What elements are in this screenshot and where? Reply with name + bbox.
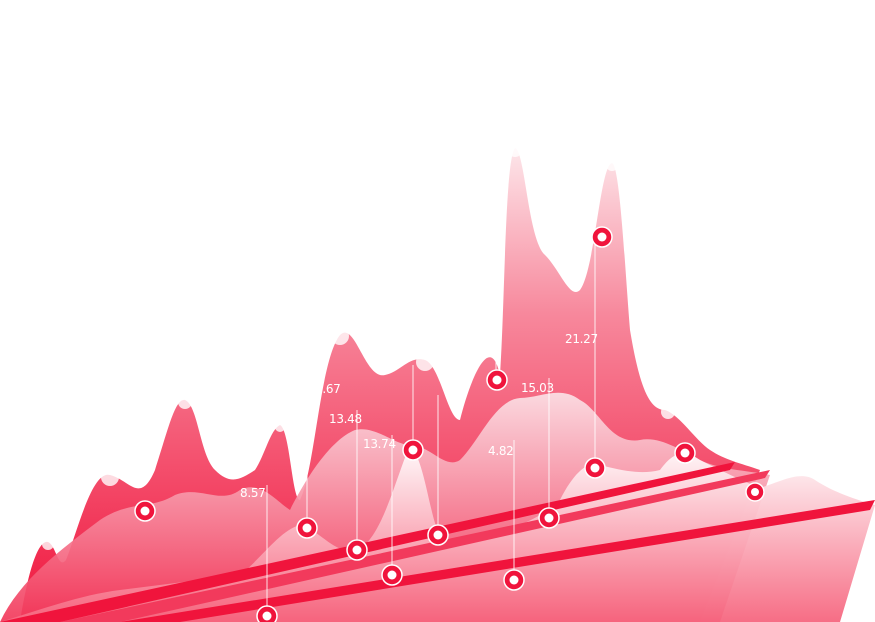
ring-marker [503,569,525,591]
ring-marker [381,564,403,586]
ring-marker [296,517,318,539]
value-label: 13.48 [329,412,362,426]
ring-marker [346,539,368,561]
ring-markers [134,226,765,622]
ring-marker [745,482,765,502]
value-label: 15.03 [521,381,554,395]
ring-marker [256,605,278,622]
value-label: 8.57 [240,486,266,500]
ring-marker [402,439,424,461]
ring-marker [134,500,156,522]
value-label: 21.27 [565,332,598,346]
peak-caps [42,143,675,550]
ridge-base-3 [0,462,735,622]
ring-marker [427,524,449,546]
ring-marker [486,369,508,391]
ring-marker [591,226,613,248]
ring-marker [674,442,696,464]
marker-lines [266,240,596,612]
value-label: 5.67 [315,382,341,396]
ridge-base-2 [60,470,770,622]
value-label: 13.74 [363,437,396,451]
ring-marker [584,457,606,479]
ridge-base-1 [120,500,875,622]
value-label: 4.82 [488,444,514,458]
ring-marker [538,507,560,529]
